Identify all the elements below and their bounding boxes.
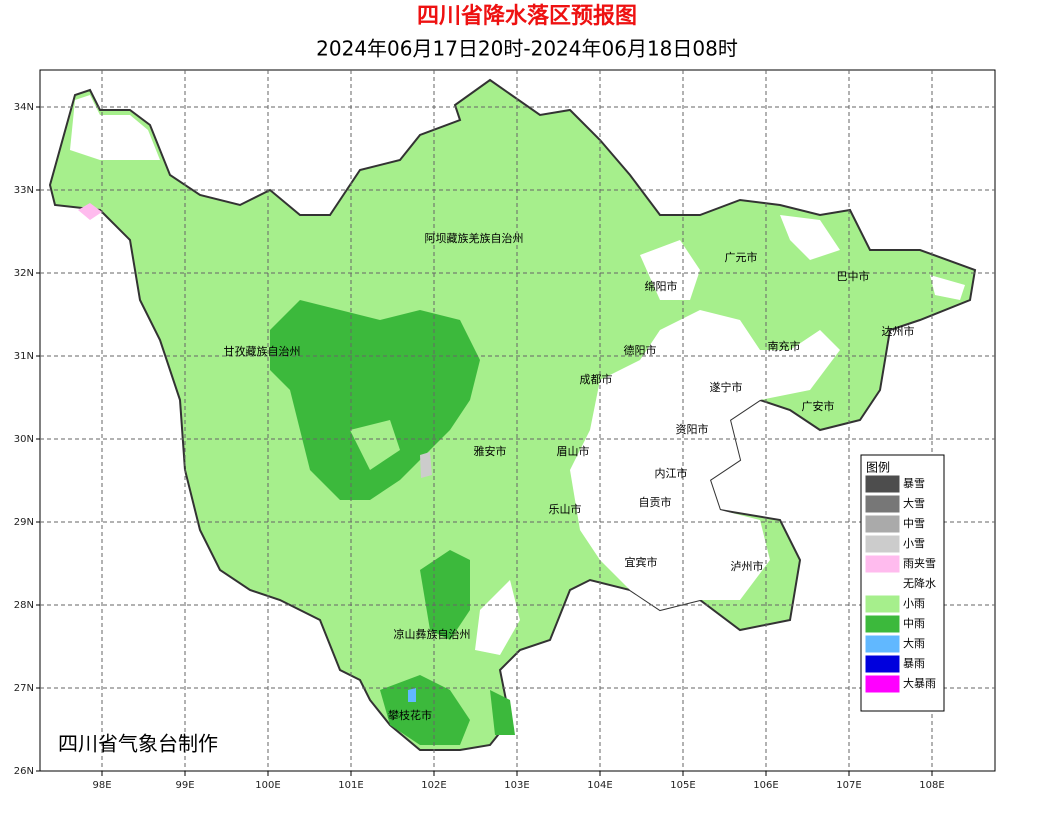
- legend-label: 大暴雨: [903, 676, 936, 690]
- no-precip-area: [640, 240, 700, 300]
- city-label: 绵阳市: [645, 279, 678, 293]
- city-label: 达州市: [882, 324, 915, 338]
- no-precip-area: [570, 310, 840, 610]
- city-label: 南充市: [768, 339, 801, 353]
- legend-label: 小雨: [903, 597, 925, 610]
- title: 四川省降水落区预报图: [417, 4, 637, 29]
- precip-regions: [48, 78, 977, 751]
- legend-swatch: [865, 575, 900, 593]
- city-label: 德阳市: [624, 343, 657, 357]
- lon-tick-label: 103E: [504, 780, 529, 791]
- legend-swatch: [865, 615, 900, 633]
- lon-tick-label: 107E: [836, 780, 861, 791]
- legend-swatch: [865, 535, 900, 553]
- lat-tick-label: 34N: [14, 102, 34, 113]
- lon-tick-label: 106E: [753, 780, 778, 791]
- lon-tick-label: 105E: [670, 780, 695, 791]
- city-label: 遂宁市: [710, 380, 743, 394]
- legend-label: 大雨: [903, 636, 925, 650]
- legend-label: 无降水: [903, 576, 936, 590]
- lat-tick-label: 33N: [14, 185, 34, 196]
- city-label: 泸州市: [731, 559, 764, 573]
- city-label: 雅安市: [474, 444, 507, 458]
- legend-label: 暴雪: [903, 477, 925, 490]
- city-label: 凉山彝族自治州: [394, 627, 471, 641]
- credit: 四川省气象台制作: [58, 732, 218, 756]
- light-rain-area: [350, 420, 400, 470]
- city-label: 宜宾市: [625, 555, 658, 569]
- lat-tick-label: 28N: [14, 600, 34, 611]
- city-label: 巴中市: [837, 269, 870, 283]
- legend-label: 雨夹雪: [903, 557, 936, 570]
- no-precip-area: [475, 580, 520, 655]
- legend-label: 暴雨: [903, 657, 925, 670]
- moderate-rain-area: [380, 675, 470, 745]
- lon-tick-label: 100E: [255, 780, 280, 791]
- moderate-rain-area: [490, 690, 515, 735]
- legend-title: 图例: [866, 461, 890, 475]
- moderate-rain-area: [270, 300, 480, 500]
- lon-tick-label: 108E: [919, 780, 944, 791]
- city-label: 广安市: [802, 399, 835, 413]
- legend-label: 中雪: [903, 517, 925, 530]
- sleet-area: [78, 203, 102, 220]
- lat-tick-label: 32N: [14, 268, 34, 279]
- city-label: 甘孜藏族自治州: [224, 344, 301, 358]
- lat-tick-label: 31N: [14, 351, 34, 362]
- city-label: 攀枝花市: [388, 708, 432, 722]
- legend-label: 大雪: [903, 496, 925, 510]
- city-label: 内江市: [655, 466, 688, 480]
- legend-swatch: [865, 675, 900, 693]
- legend-swatch: [865, 495, 900, 513]
- legend-swatch: [865, 655, 900, 673]
- lat-tick-label: 26N: [14, 766, 34, 777]
- city-label: 广元市: [725, 250, 758, 264]
- legend-label: 小雪: [903, 537, 925, 550]
- city-label: 眉山市: [557, 444, 590, 458]
- lat-tick-label: 30N: [14, 434, 34, 445]
- no-precip-area: [780, 215, 840, 260]
- city-label: 资阳市: [676, 422, 709, 436]
- lat-tick-label: 29N: [14, 517, 34, 528]
- light-snow-area: [420, 452, 432, 478]
- lon-tick-label: 98E: [92, 780, 111, 791]
- heavy-rain-area: [408, 688, 416, 702]
- subtitle: 2024年06月17日20时-2024年06月18日08时: [316, 37, 738, 61]
- graticule: 98E 99E 100E 101E 102E 103E 104E 105E 106E 107E 10…: [14, 70, 995, 791]
- lat-tick-label: 27N: [14, 683, 34, 694]
- legend-swatch: [865, 635, 900, 653]
- legend-swatch: [865, 595, 900, 613]
- city-label: 乐山市: [549, 502, 582, 516]
- legend-swatch: [865, 475, 900, 493]
- lon-tick-label: 99E: [175, 780, 194, 791]
- no-precip-area: [930, 275, 965, 300]
- lon-tick-label: 102E: [421, 780, 446, 791]
- legend-label: 中雨: [903, 617, 925, 630]
- city-label: 成都市: [580, 372, 613, 386]
- moderate-rain-area: [420, 550, 470, 640]
- city-label: 阿坝藏族羌族自治州: [425, 231, 524, 245]
- city-label: 自贡市: [639, 495, 672, 509]
- lon-tick-label: 104E: [587, 780, 612, 791]
- legend-swatch: [865, 515, 900, 533]
- no-precip-area: [70, 95, 160, 160]
- legend-swatch: [865, 555, 900, 573]
- lon-tick-label: 101E: [338, 780, 363, 791]
